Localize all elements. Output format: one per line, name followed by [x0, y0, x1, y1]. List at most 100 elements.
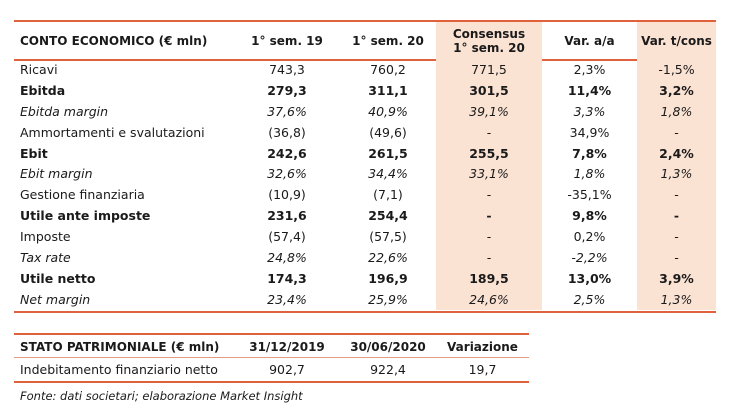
table-row: Ebit margin 32,6% 34,4% 33,1% 1,8% 1,3%	[14, 163, 716, 185]
table2-top-rule	[14, 333, 529, 335]
table-row: Ammortamenti e svalutazioni (36,8) (49,6) -…	[14, 121, 716, 143]
conto-economico-table: CONTO ECONOMICO (€ mln) 1° sem. 19 1° sem.…	[14, 22, 716, 310]
cell-value: -35,1%	[567, 187, 612, 203]
table-row: Gestione finanziaria (10,9) (7,1) - -35,1% -	[14, 184, 716, 206]
row-label: Gestione finanziaria	[20, 187, 145, 203]
row-label: Ebit margin	[20, 166, 93, 182]
cell-value: 743,3	[269, 61, 305, 77]
cell-value: -	[436, 121, 542, 143]
cell-value: 22,6%	[368, 249, 408, 265]
column-header: STATO PATRIMONIALE (€ mln)	[20, 339, 220, 354]
cell-value: 311,1	[368, 82, 408, 98]
table-row: Ricavi 743,3 760,2 771,5 2,3% -1,5%	[14, 59, 716, 80]
column-header: Var. t/cons	[637, 22, 716, 59]
cell-value: (10,9)	[268, 187, 306, 203]
cell-value: 34,4%	[368, 166, 408, 182]
cell-value: -	[637, 205, 716, 227]
cell-value: 902,7	[269, 362, 305, 377]
cell-value: 254,4	[368, 208, 408, 224]
column-header: 30/06/2020	[350, 339, 426, 354]
table-row: Ebitda 279,3 311,1 301,5 11,4% 3,2%	[14, 79, 716, 101]
cell-value: 40,9%	[368, 103, 408, 119]
header-row: STATO PATRIMONIALE (€ mln) 31/12/2019 30/0…	[14, 335, 529, 358]
cell-value: -	[637, 121, 716, 143]
cell-value: -	[436, 247, 542, 268]
cell-value: -	[637, 226, 716, 248]
row-label: Net margin	[20, 291, 91, 307]
column-header: Var. a/a	[564, 33, 615, 48]
table-row: Net margin 23,4% 25,9% 24,6% 2,5% 1,3%	[14, 288, 716, 310]
row-label: Utile netto	[20, 270, 96, 286]
cell-value: 279,3	[267, 82, 307, 98]
column-header: 1° sem. 20	[352, 33, 424, 48]
cell-value: 1,3%	[637, 163, 716, 185]
table-row: Ebitda margin 37,6% 40,9% 39,1% 3,3% 1,8%	[14, 100, 716, 122]
cell-value: 24,6%	[436, 288, 542, 310]
cell-value: 11,4%	[567, 82, 612, 98]
cell-value: 13,0%	[567, 270, 612, 286]
cell-value: -	[436, 226, 542, 248]
table-row: Imposte (57,4) (57,5) - 0,2% -	[14, 226, 716, 248]
table-row: Indebitamento finanziario netto 902,7 922,…	[14, 358, 529, 381]
cell-value: 196,9	[368, 270, 408, 286]
cell-value: 255,5	[436, 142, 542, 164]
cell-value: 7,8%	[572, 145, 607, 161]
cell-value: 1,8%	[573, 166, 606, 182]
column-header: Consensus 1° sem. 20	[436, 22, 542, 59]
column-header: Variazione	[447, 339, 518, 354]
table1-top-rule	[14, 20, 716, 22]
row-label: Ammortamenti e svalutazioni	[20, 124, 205, 140]
row-label: Indebitamento finanziario netto	[20, 362, 218, 377]
cell-value: 922,4	[370, 362, 406, 377]
cell-value: (36,8)	[268, 124, 306, 140]
cell-value: -	[436, 205, 542, 227]
cell-value: (57,5)	[369, 229, 407, 245]
row-label: Imposte	[20, 229, 71, 245]
cell-value: (57,4)	[268, 229, 306, 245]
cell-value: 2,3%	[573, 61, 606, 77]
cell-value: -	[637, 184, 716, 206]
table1-header-rule	[14, 59, 716, 61]
column-header: 1° sem. 19	[251, 33, 323, 48]
cell-value: 19,7	[468, 362, 497, 377]
cell-value: -1,5%	[637, 59, 716, 80]
cell-value: -	[637, 247, 716, 268]
cell-value: 3,9%	[637, 267, 716, 289]
cell-value: 771,5	[436, 59, 542, 80]
cell-value: 24,8%	[267, 249, 307, 265]
table2-header-rule	[14, 357, 529, 358]
cell-value: 261,5	[368, 145, 408, 161]
row-label: Tax rate	[20, 249, 71, 265]
table1-bottom-rule	[14, 311, 716, 313]
stato-patrimoniale-table: STATO PATRIMONIALE (€ mln) 31/12/2019 30/0…	[14, 335, 529, 381]
cell-value: 242,6	[267, 145, 307, 161]
cell-value: 231,6	[267, 208, 307, 224]
row-label: Ricavi	[20, 61, 58, 77]
table-row: Utile ante imposte 231,6 254,4 - 9,8% -	[14, 205, 716, 227]
cell-value: 3,3%	[573, 103, 606, 119]
row-label: Ebitda	[20, 82, 66, 98]
cell-value: 301,5	[436, 79, 542, 101]
cell-value: 1,3%	[637, 288, 716, 310]
table-row: Ebit 242,6 261,5 255,5 7,8% 2,4%	[14, 142, 716, 164]
cell-value: (49,6)	[369, 124, 407, 140]
column-header: CONTO ECONOMICO (€ mln)	[20, 33, 208, 48]
cell-value: 760,2	[370, 61, 406, 77]
cell-value: 34,9%	[569, 124, 610, 140]
table-row: Tax rate 24,8% 22,6% - -2,2% -	[14, 247, 716, 268]
row-label: Ebitda margin	[20, 103, 109, 119]
cell-value: 0,2%	[573, 229, 606, 245]
cell-value: 9,8%	[572, 208, 607, 224]
cell-value: 2,5%	[573, 291, 606, 307]
cell-value: -2,2%	[571, 249, 608, 265]
cell-value: 39,1%	[436, 100, 542, 122]
cell-value: 189,5	[436, 267, 542, 289]
header-row: CONTO ECONOMICO (€ mln) 1° sem. 19 1° sem.…	[14, 22, 716, 59]
column-header: 31/12/2019	[249, 339, 325, 354]
cell-value: -	[436, 184, 542, 206]
cell-value: 174,3	[267, 270, 307, 286]
table2-bottom-rule	[14, 381, 529, 383]
cell-value: 23,4%	[267, 291, 307, 307]
cell-value: 37,6%	[267, 103, 307, 119]
source-note: Fonte: dati societari; elaborazione Mark…	[20, 389, 303, 403]
